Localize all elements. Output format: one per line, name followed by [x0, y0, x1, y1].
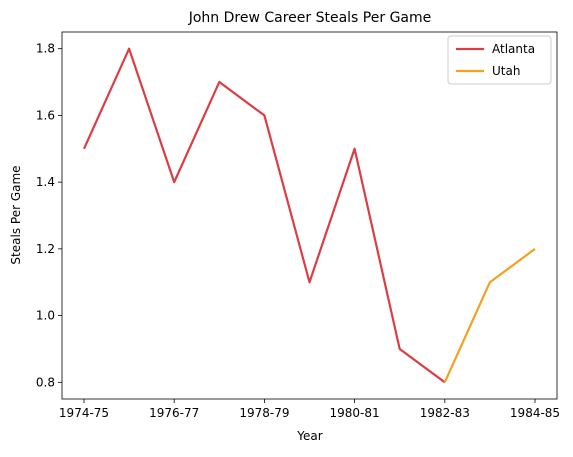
- plot-frame: [61, 31, 558, 400]
- legend-item-atlanta: Atlanta: [456, 42, 535, 56]
- legend-item-utah: Utah: [456, 64, 520, 78]
- y-tick-label: 1.8: [36, 42, 55, 56]
- legend-label: Utah: [492, 64, 520, 78]
- plot-area: [61, 31, 558, 400]
- legend: Atlanta Utah: [447, 35, 552, 85]
- y-tick-label: 1.0: [36, 309, 55, 323]
- y-axis-label: Steals Per Game: [9, 165, 23, 264]
- x-tick-label: 1982-83: [420, 406, 470, 420]
- series-line-utah: [443, 247, 536, 383]
- x-axis-label: Year: [296, 429, 322, 443]
- x-axis: 1974-75 1976-77 1978-79 1980-81 1982-83 1984-…: [59, 399, 560, 420]
- x-tick-label: 1980-81: [330, 406, 380, 420]
- series-layer: [82, 47, 536, 384]
- series-line-atlanta: [82, 47, 446, 384]
- y-axis: 0.8 1.0 1.2 1.4 1.6 1.8: [36, 42, 62, 389]
- y-tick-label: 1.4: [36, 175, 55, 189]
- y-tick-label: 1.2: [36, 242, 55, 256]
- x-tick-label: 1978-79: [239, 406, 289, 420]
- x-tick-label: 1984-85: [510, 406, 560, 420]
- y-tick-label: 0.8: [36, 375, 55, 389]
- x-tick-label: 1976-77: [149, 406, 199, 420]
- y-tick-label: 1.6: [36, 108, 55, 122]
- x-tick-label: 1974-75: [59, 406, 109, 420]
- legend-label: Atlanta: [492, 42, 535, 56]
- chart-title: John Drew Career Steals Per Game: [188, 10, 432, 26]
